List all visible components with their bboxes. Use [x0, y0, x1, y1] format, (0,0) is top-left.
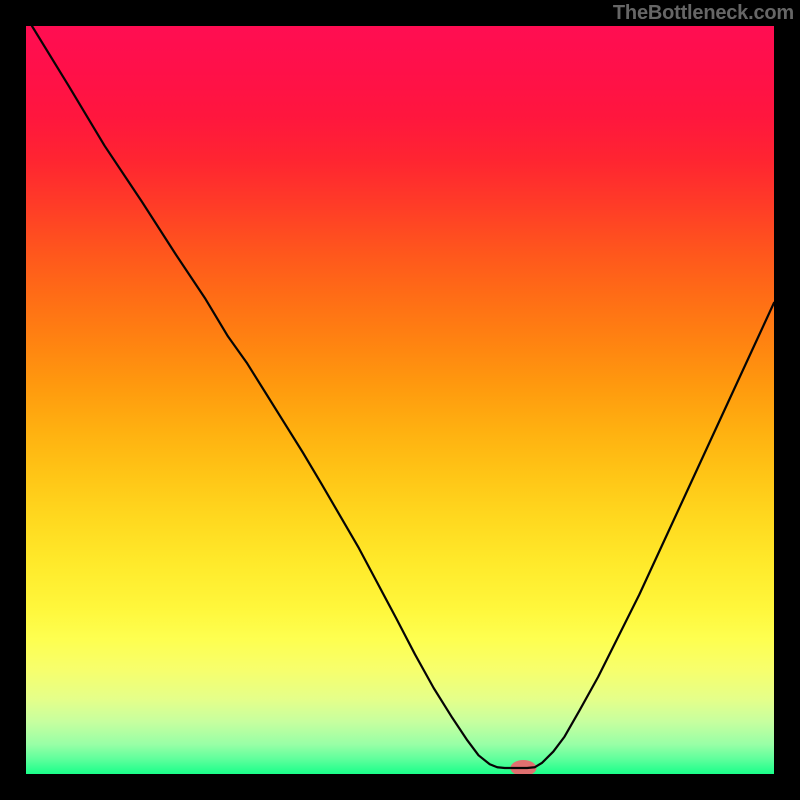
watermark-text: TheBottleneck.com — [613, 2, 794, 25]
chart-container: TheBottleneck.com — [0, 0, 800, 800]
chart-svg — [26, 26, 774, 774]
gradient-background — [26, 26, 774, 774]
plot-area — [26, 26, 774, 774]
